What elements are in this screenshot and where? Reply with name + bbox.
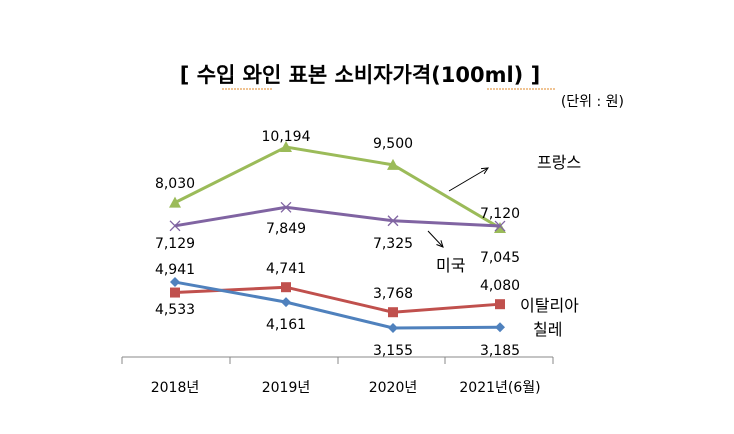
data-label: 7,325: [373, 236, 413, 252]
data-point-marker: [388, 322, 398, 333]
data-label: 4,161: [266, 317, 306, 333]
chart-title: [ 수입 와인 표본 소비자가격(100ml) ]: [180, 63, 540, 87]
data-label: 4,941: [155, 262, 195, 278]
data-point-marker: [388, 307, 398, 318]
x-axis: 2018년 2019년 2020년 2021년(6월): [121, 356, 554, 396]
data-point-marker: [169, 196, 181, 208]
data-label: 7,045: [480, 250, 520, 266]
arrow-annotation: [427, 230, 444, 248]
series-name-label: 프랑스: [537, 153, 581, 172]
data-label: 9,500: [373, 136, 413, 152]
data-point-marker: [280, 201, 292, 213]
x-tick-label: 2020년: [369, 380, 418, 396]
data-point-marker: [281, 297, 291, 308]
data-label: 7,120: [480, 206, 520, 222]
data-point-marker: [494, 220, 506, 232]
data-point-marker: [169, 220, 181, 232]
data-point-marker: [494, 221, 506, 233]
data-label: 3,155: [373, 343, 413, 359]
x-tick-label: 2019년: [262, 380, 311, 396]
series-2: 4,533 4,741 3,768 4,080: [155, 261, 520, 318]
data-label: 4,080: [480, 278, 520, 294]
data-point-marker: [280, 141, 292, 152]
data-label: 3,768: [373, 286, 413, 302]
data-label: 4,533: [155, 302, 195, 318]
series-name-label: 칠레: [533, 320, 562, 339]
series-name-label: 이탈리아: [520, 296, 579, 315]
unit-note: (단위 : 원): [561, 94, 624, 110]
series-name-label: 미국: [436, 256, 465, 275]
series-0: 8,030 10,194 9,500 7,045: [155, 129, 520, 266]
data-label: 7,129: [155, 236, 195, 252]
arrow-annotation: [448, 167, 489, 192]
series-1: 7,129 7,849 7,325 7,120: [155, 201, 520, 252]
data-point-marker: [170, 277, 180, 288]
data-label: 10,194: [262, 129, 311, 145]
data-label: 7,849: [266, 221, 306, 237]
data-point-marker: [170, 287, 180, 298]
data-point-marker: [495, 299, 505, 310]
series-line: [174, 285, 501, 314]
x-tick-label: 2018년: [151, 380, 200, 396]
x-tick-label: 2021년(6월): [459, 380, 540, 396]
data-point-marker: [495, 322, 505, 333]
data-label: 8,030: [155, 176, 195, 192]
data-point-marker: [281, 282, 291, 293]
arrow-head: [480, 167, 489, 175]
data-label: 4,741: [266, 261, 306, 277]
data-label: 3,185: [480, 343, 520, 359]
data-point-marker: [387, 158, 399, 170]
data-point-marker: [387, 215, 399, 227]
series-line: [174, 145, 501, 230]
arrow-head: [436, 240, 444, 248]
series-line: [174, 280, 501, 330]
series-3: 4,941 4,161 3,155 3,185: [155, 262, 520, 359]
series-line: [174, 205, 501, 228]
